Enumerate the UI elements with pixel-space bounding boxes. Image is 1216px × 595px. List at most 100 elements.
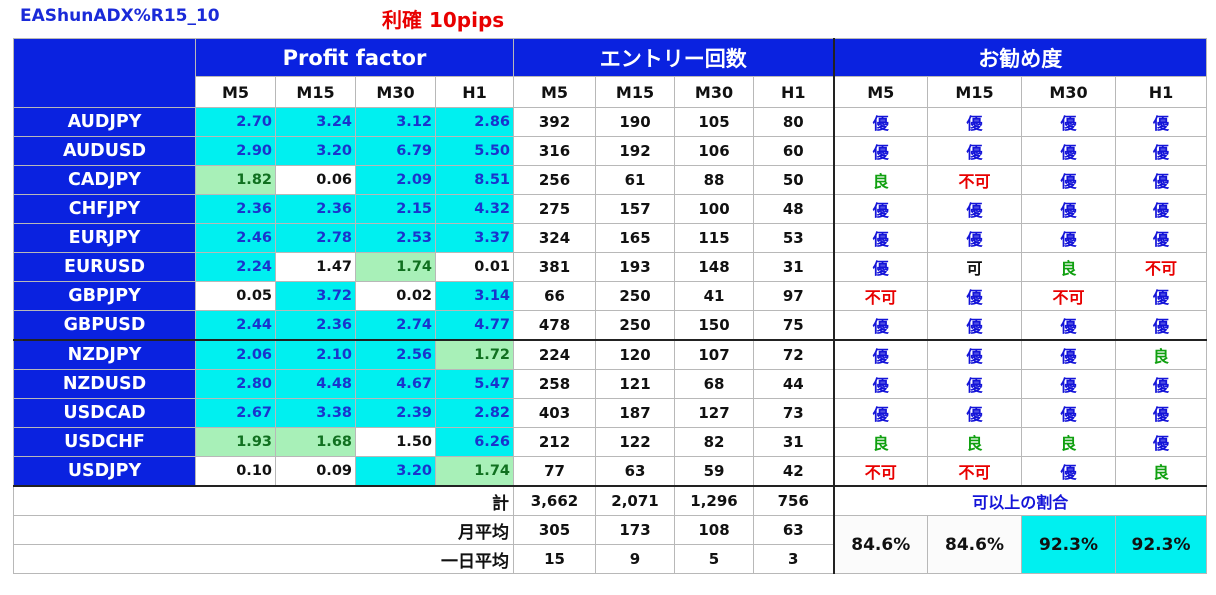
grade-cell: 優 [1115, 398, 1207, 428]
entry-count-cell: 42 [753, 456, 834, 487]
daily-avg-cell: 3 [753, 544, 834, 574]
entry-count-cell: 115 [674, 223, 754, 253]
entry-count-cell: 106 [674, 136, 754, 166]
entry-count-cell: 59 [674, 456, 754, 487]
grade-cell: 優 [1115, 369, 1207, 399]
pair-label: NZDJPY [13, 339, 196, 370]
timeframe-header-grade-m30: M30 [1021, 76, 1116, 108]
timeframe-header-entries-m30: M30 [674, 76, 754, 108]
grade-cell: 優 [927, 310, 1022, 341]
profit-factor-cell: 0.06 [275, 165, 356, 195]
monthly-avg-cell: 108 [674, 515, 754, 545]
pair-header-blank [13, 38, 196, 108]
table-row: EURUSD 2.24 1.47 1.74 0.01 381 193 148 31 優可良不可 [13, 252, 1207, 282]
grade-cell: 優 [1115, 165, 1207, 195]
grade-cell: 優 [1115, 223, 1207, 253]
profit-factor-cell: 1.82 [195, 165, 276, 195]
entry-count-cell: 105 [674, 107, 754, 137]
entry-count-cell: 77 [513, 456, 596, 487]
total-cell: 2,071 [595, 485, 675, 516]
profit-factor-cell: 1.93 [195, 427, 276, 457]
total-label: 計 [13, 485, 514, 516]
timeframe-header-entries-m15: M15 [595, 76, 675, 108]
pair-label: GBPUSD [13, 310, 196, 341]
grade-cell: 優 [1021, 136, 1116, 166]
total-cell: 3,662 [513, 485, 596, 516]
profit-factor-cell: 2.24 [195, 252, 276, 282]
entry-count-cell: 193 [595, 252, 675, 282]
grade-cell: 優 [1115, 281, 1207, 311]
table-row: AUDJPY 2.70 3.24 3.12 2.86 392 190 105 80 優優優優 [13, 107, 1207, 137]
timeframe-header-grade-m15: M15 [927, 76, 1022, 108]
profit-factor-cell: 2.36 [275, 194, 356, 224]
profit-factor-cell: 2.90 [195, 136, 276, 166]
table-row: CHFJPY 2.36 2.36 2.15 4.32 275 157 100 48 優優優優 [13, 194, 1207, 224]
profit-factor-cell: 8.51 [435, 165, 514, 195]
entry-count-cell: 75 [753, 310, 834, 341]
grade-cell: 優 [1021, 398, 1116, 428]
entry-count-cell: 324 [513, 223, 596, 253]
grade-cell: 良 [1021, 252, 1116, 282]
profit-factor-cell: 2.78 [275, 223, 356, 253]
profit-factor-cell: 0.02 [355, 281, 436, 311]
profit-factor-cell: 6.26 [435, 427, 514, 457]
pair-label: EURUSD [13, 252, 196, 282]
timeframe-header-pf-m15: M15 [275, 76, 356, 108]
grade-cell: 優 [832, 252, 928, 282]
profit-factor-cell: 3.72 [275, 281, 356, 311]
table-row: AUDUSD 2.90 3.20 6.79 5.50 316 192 106 60 優優優優 [13, 136, 1207, 166]
pair-label: EURJPY [13, 223, 196, 253]
profit-factor-cell: 2.06 [195, 339, 276, 370]
total-row: 計 3,662 2,071 1,296 756 可以上の割合 [13, 485, 1207, 516]
entry-count-cell: 44 [753, 369, 834, 399]
timeframe-header-entries-m5: M5 [513, 76, 596, 108]
profit-factor-cell: 4.32 [435, 194, 514, 224]
profit-factor-cell: 2.82 [435, 398, 514, 428]
grade-cell: 優 [832, 223, 928, 253]
entry-count-cell: 48 [753, 194, 834, 224]
grade-cell: 優 [927, 223, 1022, 253]
ratio-cell: 84.6% [832, 515, 928, 574]
entry-count-cell: 60 [753, 136, 834, 166]
profit-factor-cell: 4.77 [435, 310, 514, 341]
profit-factor-cell: 3.20 [275, 136, 356, 166]
profit-factor-cell: 3.37 [435, 223, 514, 253]
profit-factor-cell: 6.79 [355, 136, 436, 166]
entry-count-cell: 157 [595, 194, 675, 224]
profit-factor-cell: 2.15 [355, 194, 436, 224]
monthly-avg-cell: 173 [595, 515, 675, 545]
grade-cell: 不可 [927, 456, 1022, 487]
grade-cell: 優 [927, 107, 1022, 137]
profit-factor-cell: 0.05 [195, 281, 276, 311]
entry-count-cell: 165 [595, 223, 675, 253]
pair-label: GBPJPY [13, 281, 196, 311]
grade-cell: 優 [1021, 107, 1116, 137]
profit-factor-cell: 2.39 [355, 398, 436, 428]
grade-cell: 不可 [832, 281, 928, 311]
entry-count-cell: 66 [513, 281, 596, 311]
profit-factor-cell: 0.10 [195, 456, 276, 487]
profit-factor-cell: 2.74 [355, 310, 436, 341]
pair-label: AUDUSD [13, 136, 196, 166]
profit-factor-cell: 3.14 [435, 281, 514, 311]
grade-cell: 優 [927, 339, 1022, 370]
timeframe-header-pf-m30: M30 [355, 76, 436, 108]
monthly-avg-row: 月平均 305 173 108 63 84.6% 84.6% 92.3% 92.3% [13, 515, 1207, 574]
entry-count-cell: 68 [674, 369, 754, 399]
entry-count-cell: 80 [753, 107, 834, 137]
profit-factor-cell: 2.80 [195, 369, 276, 399]
grade-cell: 優 [832, 107, 928, 137]
table-row: EURJPY 2.46 2.78 2.53 3.37 324 165 115 53 優優優優 [13, 223, 1207, 253]
ratio-cell: 84.6% [927, 515, 1022, 574]
entry-count-cell: 150 [674, 310, 754, 341]
entry-count-cell: 212 [513, 427, 596, 457]
profit-factor-cell: 3.20 [355, 456, 436, 487]
table-row: USDJPY 0.10 0.09 3.20 1.74 77 63 59 42 不可 不可優良 [13, 456, 1207, 487]
entry-count-cell: 63 [595, 456, 675, 487]
entry-count-cell: 122 [595, 427, 675, 457]
profit-factor-cell: 0.09 [275, 456, 356, 487]
recommendation-header: お勧め度 [832, 38, 1207, 77]
grade-cell: 優 [832, 369, 928, 399]
total-cell: 1,296 [674, 485, 754, 516]
entry-count-cell: 256 [513, 165, 596, 195]
